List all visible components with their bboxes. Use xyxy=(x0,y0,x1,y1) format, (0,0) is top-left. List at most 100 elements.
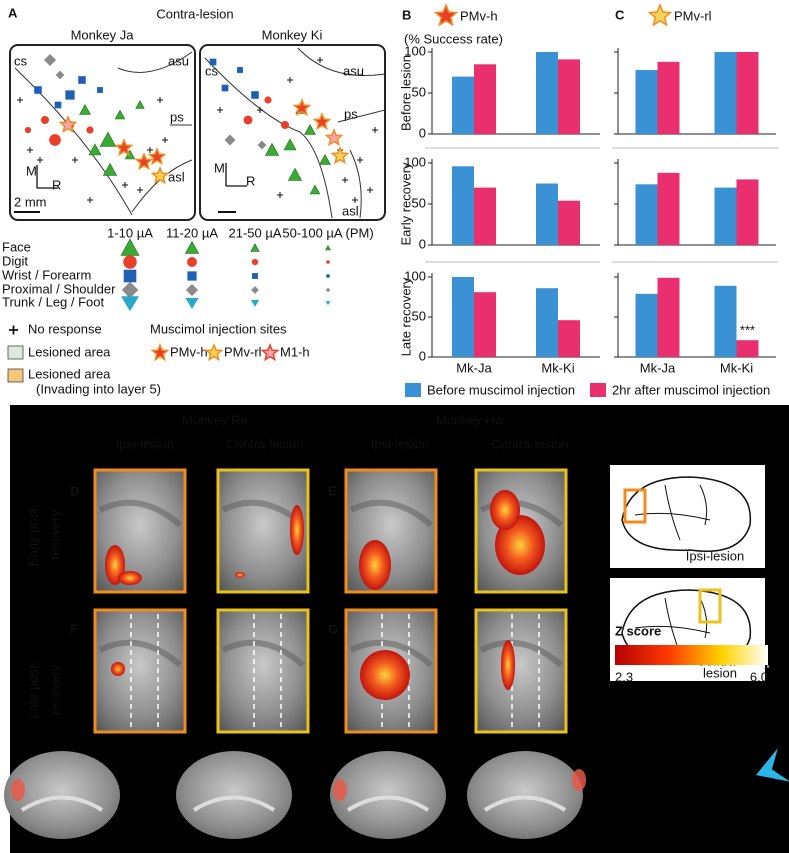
activation-blob xyxy=(490,490,520,530)
label: Before muscimol injection xyxy=(427,382,575,397)
bar xyxy=(452,166,474,245)
digit-marker xyxy=(243,115,253,125)
star-icon xyxy=(312,112,332,131)
label: 100 xyxy=(404,268,426,283)
label: Ipsi-lesion xyxy=(116,436,175,451)
no-response-marker xyxy=(367,187,373,193)
wrist-marker xyxy=(221,84,229,92)
star-icon xyxy=(647,3,673,27)
label: Late post- xyxy=(25,661,40,719)
label: M xyxy=(214,160,225,175)
label: Ipsi-lesion xyxy=(371,436,430,451)
no-response-marker xyxy=(317,57,323,63)
bar xyxy=(536,52,558,134)
label: M xyxy=(26,163,37,178)
mri-fold xyxy=(98,639,182,668)
bar xyxy=(536,183,558,245)
bar xyxy=(714,187,737,245)
wrist-marker xyxy=(237,67,243,73)
label: Lesioned area xyxy=(28,344,111,359)
label: No response xyxy=(28,321,102,336)
bar xyxy=(558,320,580,357)
face-marker xyxy=(120,238,140,256)
label: G xyxy=(328,621,338,636)
coronal-slice xyxy=(176,751,292,839)
sulcus xyxy=(117,51,193,73)
label: Ipsi-lesion xyxy=(686,548,745,563)
bar xyxy=(657,172,680,245)
label: Contra-lesion xyxy=(226,436,303,451)
roi-marker xyxy=(623,488,647,524)
digit-marker xyxy=(264,96,272,104)
bar xyxy=(736,52,759,134)
label: (% Success rate) xyxy=(404,31,503,46)
label: (Invading into layer 5) xyxy=(36,381,161,396)
no-response-marker xyxy=(357,157,363,163)
bar xyxy=(536,288,558,357)
activation-blob xyxy=(118,571,142,585)
bar xyxy=(635,70,658,134)
proximal-marker xyxy=(121,281,139,299)
label: Monkey Re xyxy=(182,412,248,427)
label: PMv-h xyxy=(460,8,498,23)
wrist-marker xyxy=(78,76,86,84)
no-response-marker xyxy=(37,157,43,163)
label: Monkey Ja xyxy=(71,27,135,42)
label: Early recovery xyxy=(398,162,413,246)
star-icon xyxy=(324,128,344,147)
wrist-marker xyxy=(65,90,75,100)
label: PMv-rl xyxy=(674,8,712,23)
star-icon xyxy=(134,152,154,171)
sulcus xyxy=(204,57,333,219)
mri-fold xyxy=(98,499,182,528)
label: 100 xyxy=(404,154,426,169)
slice-detail xyxy=(20,795,104,812)
label: D xyxy=(70,483,79,498)
coronal-slice xyxy=(4,751,120,839)
no-response-marker xyxy=(147,147,153,153)
wrist-marker xyxy=(209,58,217,66)
label: ps xyxy=(170,109,184,124)
label: asu xyxy=(168,53,189,68)
digit-marker xyxy=(40,115,50,125)
label: 50-100 µA (PM) xyxy=(282,225,373,240)
label: recovery xyxy=(47,510,62,560)
label: C xyxy=(615,7,625,22)
proximal-marker xyxy=(224,134,236,146)
mri-image xyxy=(344,468,438,594)
slice-activation xyxy=(572,769,586,791)
label: 1-10 µA xyxy=(107,225,153,240)
slice-detail xyxy=(483,795,567,812)
label: 21-50 µA xyxy=(228,225,281,240)
label: Muscimol injection sites xyxy=(150,321,287,336)
no-response-marker xyxy=(257,107,263,113)
label: 100 xyxy=(404,43,426,58)
lesion-swatch xyxy=(7,345,24,360)
label: asu xyxy=(343,63,364,78)
bar xyxy=(474,64,496,134)
sulcus xyxy=(297,47,386,77)
activation-blob xyxy=(111,662,125,676)
label: cs xyxy=(14,53,28,68)
label: A xyxy=(8,5,18,20)
sulcus xyxy=(337,109,386,123)
label: Mk-Ki xyxy=(720,360,753,375)
label: recovery xyxy=(47,665,62,715)
bar xyxy=(452,277,474,357)
proximal-marker xyxy=(185,283,199,297)
label: Digit xyxy=(2,253,28,268)
brain-sulci xyxy=(634,484,711,541)
label: Before lesion xyxy=(398,55,413,131)
activation-blob xyxy=(235,572,245,578)
label: lesion xyxy=(703,665,737,680)
wrist-marker xyxy=(97,87,103,93)
label: *** xyxy=(740,323,755,338)
star-icon xyxy=(147,147,167,166)
no-response-marker xyxy=(372,127,378,133)
no-response-marker xyxy=(17,97,23,103)
label: 0 xyxy=(419,125,426,140)
no-response-marker xyxy=(342,177,348,183)
lesion-l5-swatch xyxy=(7,368,24,383)
activation-blob xyxy=(360,650,410,700)
no-response-marker xyxy=(217,107,223,113)
